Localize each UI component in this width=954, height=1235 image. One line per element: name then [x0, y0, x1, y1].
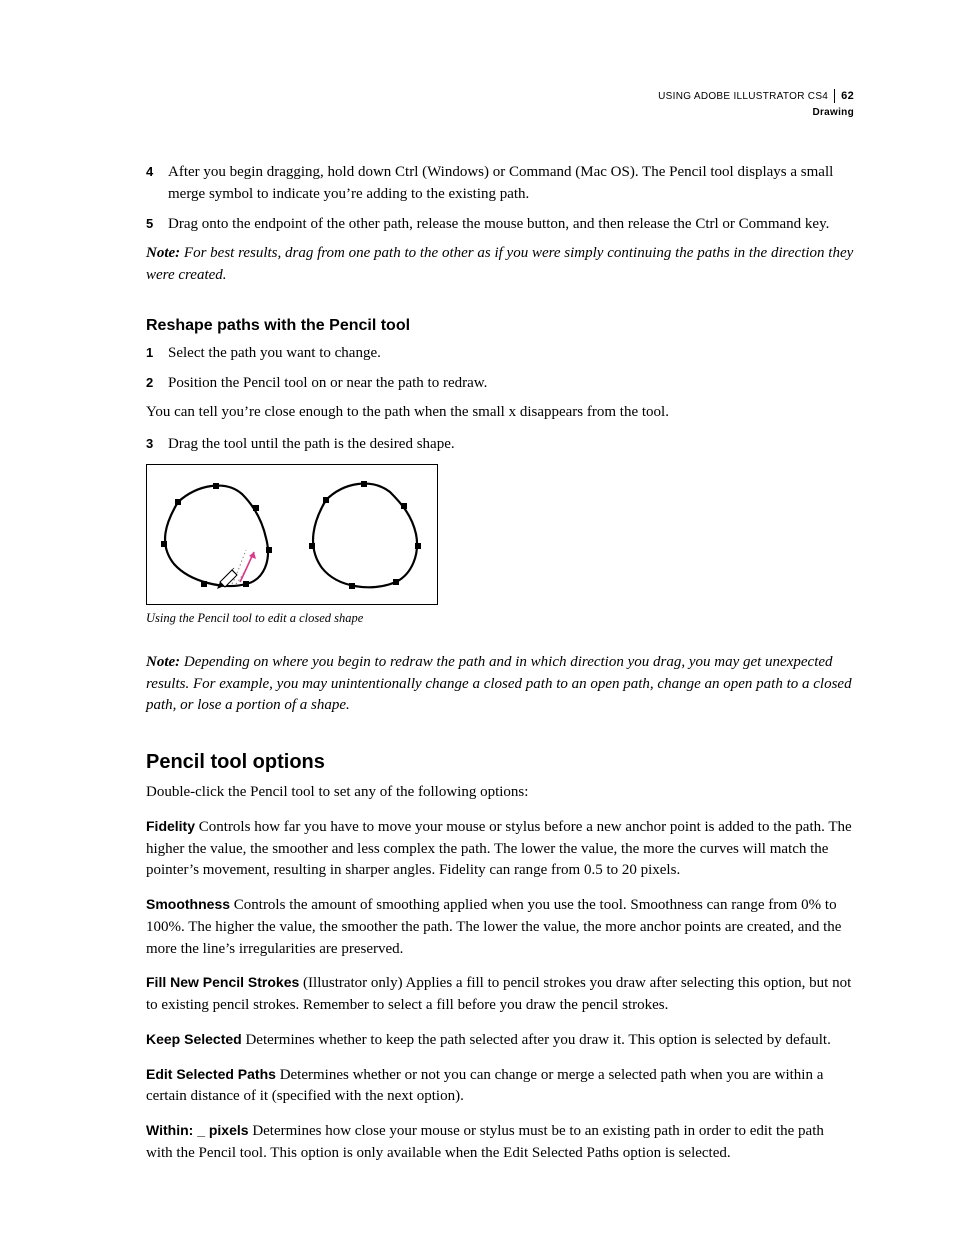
figure-pencil-edit: [146, 464, 854, 605]
body-text: You can tell you’re close enough to the …: [146, 402, 854, 424]
definition-item: Keep Selected Determines whether to keep…: [146, 1029, 854, 1052]
chapter-name: Drawing: [658, 105, 854, 120]
definition-item: Fill New Pencil Strokes (Illustrator onl…: [146, 972, 854, 1017]
section-heading-options: Pencil tool options: [146, 751, 854, 774]
definition-term: Edit Selected Paths: [146, 1066, 276, 1082]
note: Note: Depending on where you begin to re…: [146, 652, 854, 717]
definition-item: Edit Selected Paths Determines whether o…: [146, 1064, 854, 1109]
step-item: 1 Select the path you want to change.: [146, 343, 854, 365]
body-text: Double-click the Pencil tool to set any …: [146, 782, 854, 804]
note-text: For best results, drag from one path to …: [146, 245, 853, 283]
step-text: After you begin dragging, hold down Ctrl…: [168, 162, 854, 206]
definition-term: Smoothness: [146, 896, 230, 912]
definition-term: Within: _ pixels: [146, 1122, 249, 1138]
step-number: 2: [146, 373, 168, 395]
definition-item: Smoothness Controls the amount of smooth…: [146, 894, 854, 960]
step-text: Select the path you want to change.: [168, 343, 381, 365]
note-text: Depending on where you begin to redraw t…: [146, 654, 852, 714]
header-divider: [834, 89, 835, 103]
step-number: 5: [146, 214, 168, 236]
step-item: 2 Position the Pencil tool on or near th…: [146, 373, 854, 395]
definition-text: Determines how close your mouse or stylu…: [146, 1123, 824, 1161]
step-text: Drag the tool until the path is the desi…: [168, 434, 455, 456]
step-item: 4 After you begin dragging, hold down Ct…: [146, 162, 854, 206]
definition-text: Controls how far you have to move your m…: [146, 819, 852, 879]
page-header: USING ADOBE ILLUSTRATOR CS4 62 Drawing: [658, 88, 854, 120]
step-number: 3: [146, 434, 168, 456]
definition-list: Fidelity Controls how far you have to mo…: [146, 816, 854, 1165]
product-name: USING ADOBE ILLUSTRATOR CS4: [658, 89, 828, 104]
step-number: 1: [146, 343, 168, 365]
step-item: 3 Drag the tool until the path is the de…: [146, 434, 854, 456]
step-text: Drag onto the endpoint of the other path…: [168, 214, 829, 236]
page-number: 62: [841, 88, 854, 105]
subheading-reshape: Reshape paths with the Pencil tool: [146, 317, 854, 335]
definition-term: Fidelity: [146, 818, 195, 834]
figure-svg: [146, 464, 438, 605]
definition-text: Controls the amount of smoothing applied…: [146, 897, 841, 957]
step-text: Position the Pencil tool on or near the …: [168, 373, 487, 395]
note: Note: For best results, drag from one pa…: [146, 243, 854, 287]
step-item: 5 Drag onto the endpoint of the other pa…: [146, 214, 854, 236]
note-label: Note:: [146, 654, 180, 670]
definition-term: Keep Selected: [146, 1031, 242, 1047]
note-label: Note:: [146, 245, 180, 261]
definition-text: Determines whether to keep the path sele…: [242, 1032, 831, 1048]
step-number: 4: [146, 162, 168, 206]
page-content: 4 After you begin dragging, hold down Ct…: [146, 162, 854, 1165]
definition-term: Fill New Pencil Strokes: [146, 974, 299, 990]
definition-item: Fidelity Controls how far you have to mo…: [146, 816, 854, 882]
figure-caption: Using the Pencil tool to edit a closed s…: [146, 611, 854, 626]
definition-item: Within: _ pixels Determines how close yo…: [146, 1120, 854, 1165]
